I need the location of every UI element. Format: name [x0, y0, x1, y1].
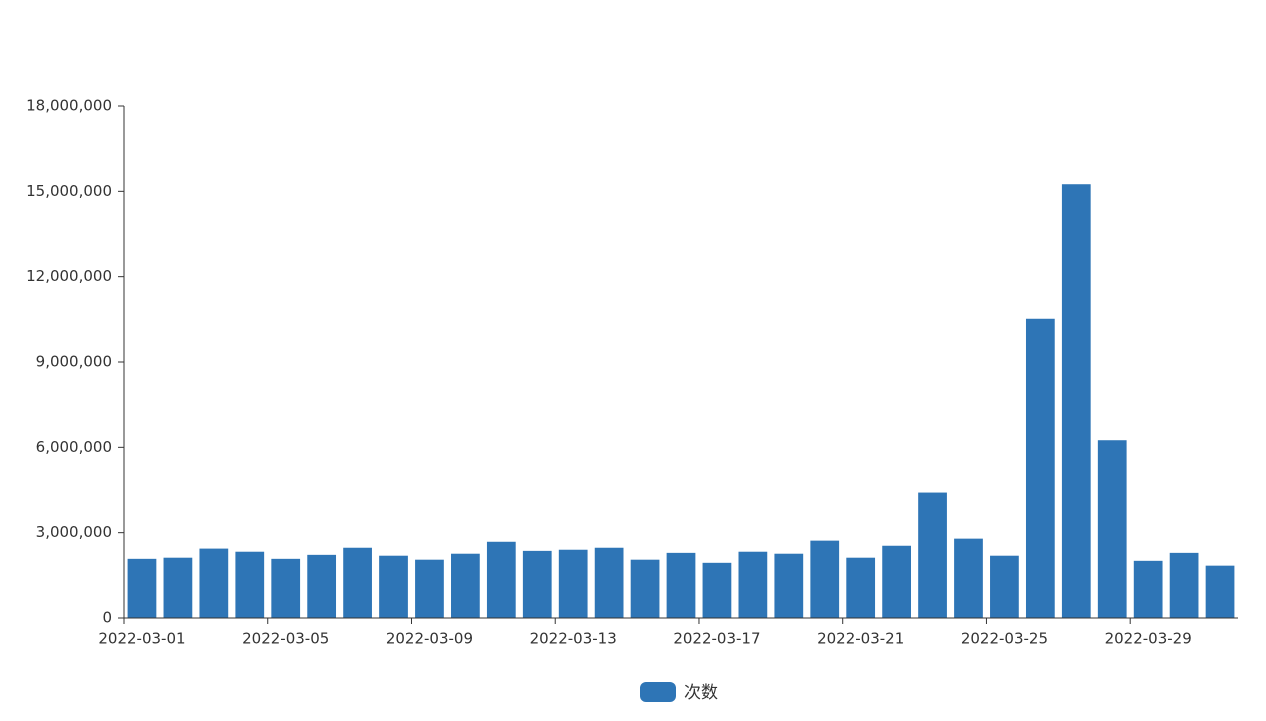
bar — [1133, 560, 1163, 618]
bar — [1025, 318, 1055, 618]
y-tick-label: 9,000,000 — [36, 353, 112, 371]
bar — [846, 557, 876, 618]
bar — [702, 562, 732, 618]
bar — [738, 551, 768, 618]
bar — [379, 555, 408, 618]
y-tick-label: 0 — [102, 609, 112, 627]
x-tick-label: 2022-03-29 — [1105, 630, 1192, 648]
bar — [774, 553, 804, 618]
bar — [271, 558, 301, 618]
bar — [594, 547, 624, 618]
bar — [1097, 440, 1127, 618]
bar — [127, 558, 157, 618]
bar — [307, 554, 337, 618]
y-tick-label: 18,000,000 — [26, 97, 112, 115]
bar — [1061, 184, 1091, 618]
x-tick-label: 2022-03-21 — [817, 630, 904, 648]
x-tick-label: 2022-03-17 — [673, 630, 760, 648]
y-tick-label: 3,000,000 — [36, 523, 112, 541]
x-tick-label: 2022-03-09 — [386, 630, 473, 648]
x-tick-label: 2022-03-13 — [530, 630, 617, 648]
bar — [522, 550, 552, 618]
bar — [810, 540, 840, 618]
bar — [630, 559, 660, 618]
legend-label: 次数 — [684, 683, 718, 703]
bar — [990, 555, 1019, 618]
bar — [343, 547, 372, 618]
bar — [486, 541, 516, 618]
x-tick-label: 2022-03-05 — [242, 630, 329, 648]
bar — [163, 557, 193, 618]
y-tick-label: 12,000,000 — [26, 267, 112, 285]
bar — [235, 551, 265, 618]
bar — [1205, 565, 1235, 618]
x-tick-label: 2022-03-01 — [98, 630, 185, 648]
y-tick-label: 6,000,000 — [36, 438, 112, 456]
bar — [199, 548, 229, 618]
bar — [666, 552, 696, 618]
bar — [451, 553, 480, 618]
legend-swatch — [640, 682, 676, 702]
bar — [1169, 552, 1199, 618]
bar — [882, 545, 911, 618]
y-tick-label: 15,000,000 — [26, 182, 112, 200]
x-tick-label: 2022-03-25 — [961, 630, 1048, 648]
bar — [558, 549, 588, 618]
bar — [415, 559, 444, 618]
bar — [954, 538, 983, 618]
bar — [918, 492, 947, 618]
